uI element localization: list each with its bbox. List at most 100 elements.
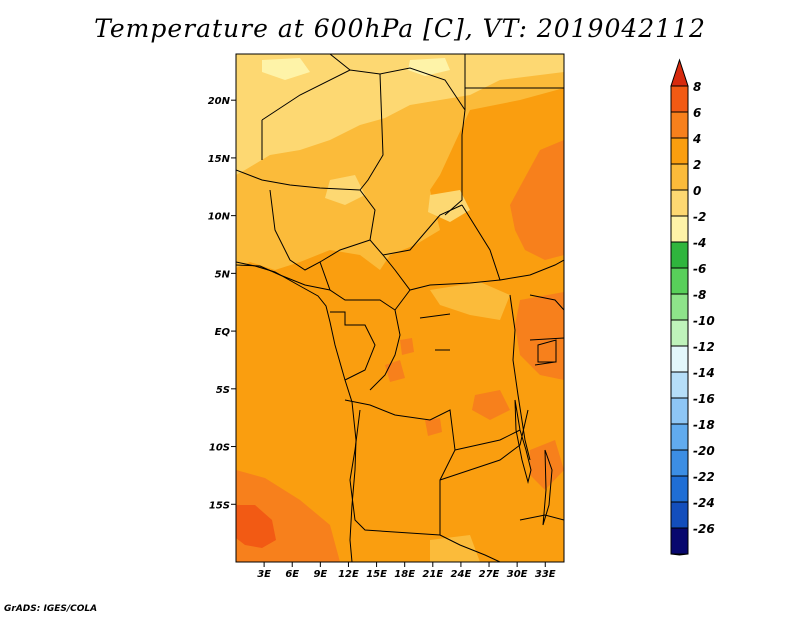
colorbar-box (670, 189, 689, 217)
colorbar-label: -26 (693, 522, 715, 536)
lake-outline (542, 449, 553, 526)
colorbar-box (670, 319, 689, 347)
colorbar-label: 6 (693, 106, 701, 120)
colorbar-label: -4 (693, 236, 706, 250)
colorbar-label: 2 (693, 158, 701, 172)
colorbar-box (670, 371, 689, 399)
colorbar-box (670, 475, 689, 503)
colorbar-max-triangle (670, 58, 689, 87)
colorbar-label: -8 (693, 288, 706, 302)
border-line (519, 514, 564, 521)
y-tick-label: EQ (215, 327, 231, 338)
x-tick-label: 24E (451, 569, 472, 580)
coastline (236, 261, 357, 562)
border-line (529, 337, 564, 341)
y-tick-label: 15S (209, 500, 230, 511)
x-tick-label: 3E (257, 569, 271, 580)
field-4-6-patch (530, 440, 564, 490)
colorbar-box (670, 137, 689, 165)
x-tick-label: 30E (507, 569, 528, 580)
colorbar-box (670, 293, 689, 321)
colorbar-box (670, 501, 689, 529)
x-tick-label: 18E (394, 569, 415, 580)
colorbar-box (670, 397, 689, 425)
field-6-8-core (236, 505, 276, 548)
colorbar-label: -18 (693, 418, 715, 432)
x-tick-label: 21E (422, 569, 443, 580)
border-line (330, 311, 376, 381)
lake-outline (419, 313, 451, 319)
colorbar-box (670, 241, 689, 269)
colorbar: 8 6 4 2 0 -2 -4 -6 -8 -10 -12 -14 -16 -18 -20 -22 -24 -26 (670, 58, 715, 556)
x-tick-label: 9E (313, 569, 327, 580)
y-axis: 20N 15N 10N 5N EQ 5S 10S 15S (208, 96, 236, 511)
x-tick-label: 27E (479, 569, 500, 580)
lake-outline (537, 339, 557, 363)
border-line (439, 534, 501, 562)
temperature-field (236, 54, 564, 562)
field-minus2-0-patch (428, 190, 470, 222)
field-minus4-minus2-patch (408, 58, 450, 76)
x-tick-label: 12E (338, 569, 359, 580)
colorbar-label: 0 (693, 184, 701, 198)
y-tick-label: 20N (208, 96, 231, 107)
colorbar-box (670, 423, 689, 451)
border-line (509, 294, 531, 461)
border-line (359, 73, 384, 191)
colorbar-box (670, 215, 689, 243)
y-tick-label: 10N (208, 212, 231, 223)
border-line (269, 189, 371, 271)
field-minus2-0-sahara (236, 54, 564, 175)
field-0-2-patch (430, 282, 510, 320)
colorbar-box (670, 449, 689, 477)
y-tick-label: 5N (215, 269, 231, 280)
colorbar-label: -2 (693, 210, 706, 224)
colorbar-box (670, 163, 689, 191)
colorbar-label: -14 (693, 366, 715, 380)
field-4-6-east (510, 140, 564, 260)
field-4-6-lakes (515, 292, 564, 380)
border-line (444, 54, 466, 216)
field-4-6-patch (425, 418, 442, 436)
chart-title: Temperature at 600hPa [C], VT: 201904211… (94, 14, 706, 43)
border-line (369, 309, 401, 391)
colorbar-label: -22 (693, 470, 715, 484)
colorbar-label: -24 (693, 496, 715, 510)
border-line (344, 399, 456, 535)
map-frame (235, 53, 565, 563)
grads-credit: GrADS: IGES/COLA (4, 604, 98, 614)
colorbar-label: -16 (693, 392, 715, 406)
field-minus2-0-patch (325, 175, 365, 205)
colorbar-min-triangle (670, 553, 689, 556)
colorbar-box (670, 345, 689, 373)
colorbar-label: -12 (693, 340, 715, 354)
colorbar-label: 4 (692, 132, 701, 146)
field-4-6-patch (400, 338, 414, 355)
map-borders (236, 54, 564, 562)
colorbar-label: -20 (693, 444, 715, 458)
x-tick-label: 15E (366, 569, 387, 580)
colorbar-box (670, 85, 689, 113)
border-line (529, 294, 564, 311)
field-0-2-patch (430, 535, 480, 562)
y-tick-label: 5S (216, 385, 230, 396)
colorbar-box (670, 527, 689, 555)
border-line (439, 409, 529, 481)
lake-outline (514, 399, 532, 484)
border-line (454, 429, 521, 451)
y-tick-label: 10S (209, 443, 230, 454)
colorbar-box (670, 111, 689, 139)
border-line (382, 254, 501, 291)
border-line (461, 204, 564, 281)
x-tick-label: 6E (285, 569, 299, 580)
x-tick-label: 33E (535, 569, 556, 580)
border-line (319, 261, 411, 311)
colorbar-label: -10 (693, 314, 715, 328)
border-line (329, 54, 351, 71)
border-line (236, 169, 361, 191)
colorbar-label: 8 (693, 80, 701, 94)
colorbar-label: -6 (693, 262, 706, 276)
colorbar-box (670, 267, 689, 295)
y-tick-label: 15N (208, 154, 231, 165)
